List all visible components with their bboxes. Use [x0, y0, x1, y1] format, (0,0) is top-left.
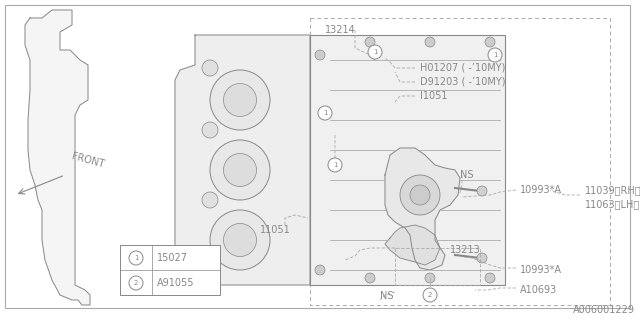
Text: 13213: 13213 — [450, 245, 481, 255]
Circle shape — [485, 273, 495, 283]
Circle shape — [129, 251, 143, 265]
Circle shape — [223, 84, 257, 116]
Text: 11051: 11051 — [260, 225, 291, 235]
Circle shape — [202, 192, 218, 208]
Polygon shape — [385, 225, 440, 265]
Text: 15027: 15027 — [157, 253, 188, 263]
Circle shape — [210, 210, 270, 270]
Text: 11039〈RH〉: 11039〈RH〉 — [585, 185, 640, 195]
Circle shape — [210, 70, 270, 130]
Circle shape — [400, 175, 440, 215]
Circle shape — [423, 288, 437, 302]
Circle shape — [488, 48, 502, 62]
Circle shape — [477, 186, 487, 196]
Circle shape — [210, 140, 270, 200]
Circle shape — [223, 154, 257, 187]
Circle shape — [365, 273, 375, 283]
Circle shape — [202, 122, 218, 138]
Text: H01207 ( -’10MY): H01207 ( -’10MY) — [420, 63, 506, 73]
Bar — [310, 35, 505, 285]
Text: FRONT: FRONT — [70, 152, 105, 170]
Text: 2: 2 — [428, 292, 432, 298]
Circle shape — [425, 37, 435, 47]
Circle shape — [425, 273, 435, 283]
Text: 10993*A: 10993*A — [520, 265, 562, 275]
Circle shape — [477, 253, 487, 263]
Circle shape — [315, 50, 325, 60]
Text: 1: 1 — [323, 110, 327, 116]
Circle shape — [365, 37, 375, 47]
Text: 10993*A: 10993*A — [520, 185, 562, 195]
Bar — [120, 245, 220, 295]
Text: I1051: I1051 — [420, 91, 447, 101]
Text: A006001229: A006001229 — [573, 305, 635, 315]
Circle shape — [223, 223, 257, 257]
Text: 1: 1 — [333, 162, 337, 168]
Text: 13214: 13214 — [325, 25, 356, 35]
Text: 1: 1 — [134, 255, 138, 261]
Text: A10693: A10693 — [520, 285, 557, 295]
Circle shape — [328, 158, 342, 172]
Circle shape — [202, 60, 218, 76]
Circle shape — [315, 265, 325, 275]
Circle shape — [202, 262, 218, 278]
Text: 1: 1 — [372, 49, 377, 55]
Polygon shape — [175, 35, 310, 285]
Circle shape — [410, 185, 430, 205]
Polygon shape — [25, 10, 90, 305]
Circle shape — [368, 45, 382, 59]
Text: 11063〈LH〉: 11063〈LH〉 — [585, 199, 640, 209]
Polygon shape — [385, 148, 460, 270]
Text: A91055: A91055 — [157, 278, 195, 288]
Circle shape — [129, 276, 143, 290]
Bar — [310, 18, 610, 305]
Circle shape — [485, 37, 495, 47]
Text: 2: 2 — [134, 280, 138, 286]
Text: NS: NS — [380, 291, 394, 301]
Text: NS: NS — [460, 170, 474, 180]
Text: D91203 ( -’10MY): D91203 ( -’10MY) — [420, 77, 506, 87]
Circle shape — [318, 106, 332, 120]
Text: 1: 1 — [493, 52, 497, 58]
